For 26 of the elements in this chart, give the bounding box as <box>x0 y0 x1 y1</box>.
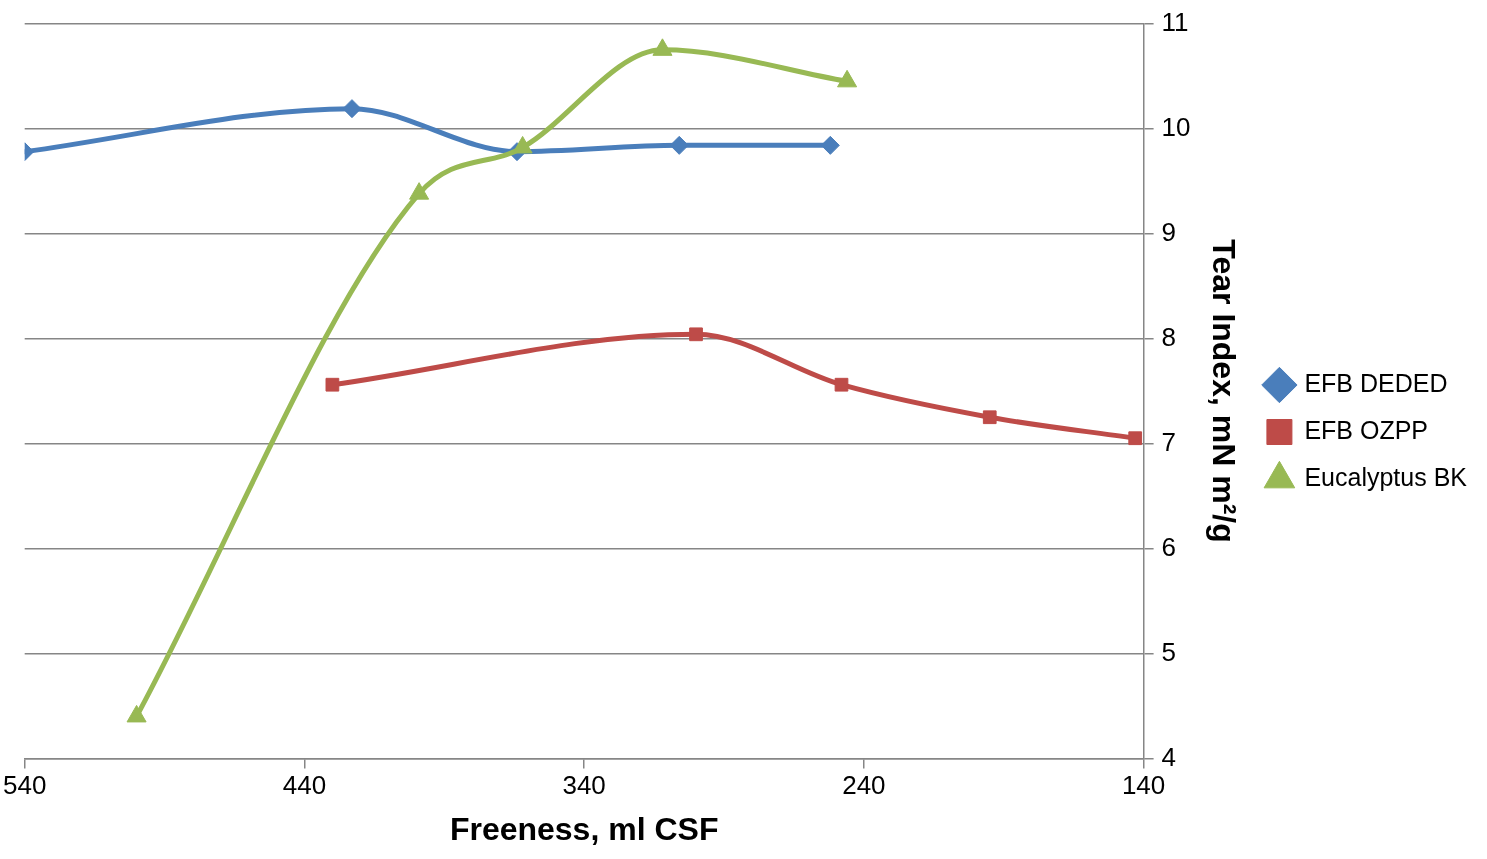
y-tick-label: 4 <box>1161 741 1177 772</box>
y-tick-label: 8 <box>1161 321 1177 352</box>
y-tick-label: 6 <box>1161 531 1177 562</box>
y-axis-title: Tear Index, mN m²/g <box>1205 239 1242 543</box>
point <box>982 410 997 425</box>
point <box>834 377 849 392</box>
y-tick-label: 9 <box>1161 216 1177 247</box>
y-tick-label: 7 <box>1161 426 1177 457</box>
point <box>1128 431 1143 446</box>
x-axis-title: Freeness, ml CSF <box>449 810 719 847</box>
x-tick-label: 540 <box>2 770 47 801</box>
legend-label: EFB DEDED <box>1304 368 1448 397</box>
y-tick-label: 11 <box>1161 6 1189 37</box>
point <box>689 327 703 342</box>
x-tick-label: 140 <box>1121 770 1166 801</box>
x-tick-label: 340 <box>562 770 606 801</box>
point <box>342 99 362 119</box>
x-tick-label: 240 <box>842 770 886 801</box>
point <box>669 135 689 155</box>
y-tick-label: 5 <box>1161 636 1177 667</box>
legend-label: Eucalyptus BK <box>1304 462 1468 491</box>
legend-label: EFB OZPP <box>1304 415 1429 444</box>
y-tick-label: 10 <box>1161 111 1191 142</box>
x-tick-label: 440 <box>282 770 327 801</box>
point <box>820 135 840 155</box>
point <box>325 377 340 392</box>
